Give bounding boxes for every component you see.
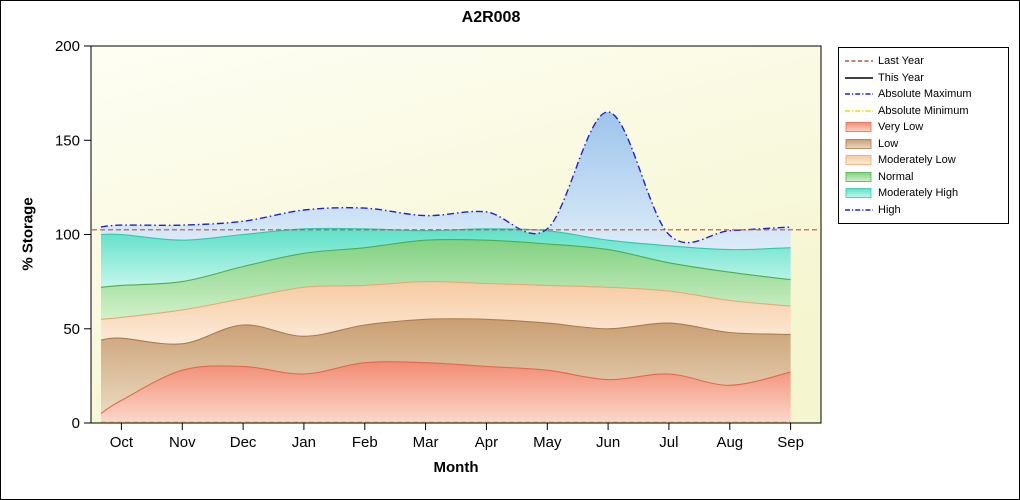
legend-item-label: High <box>878 203 901 216</box>
legend-item-normal: Normal <box>844 170 1003 184</box>
legend-item-this-year: This Year <box>844 71 1003 85</box>
legend-line-icon <box>845 109 873 112</box>
legend-line-icon <box>845 208 873 211</box>
y-tick-label: 0 <box>72 415 80 432</box>
legend-item-label: Moderately High <box>878 187 959 199</box>
legend-item-label: Moderately Low <box>878 154 956 166</box>
legend-item-moderately-high: Moderately High <box>844 186 1003 200</box>
x-tick-label: Dec <box>230 434 257 451</box>
x-tick-label: Apr <box>475 434 498 451</box>
legend-item-label: Normal <box>878 170 914 183</box>
band-line-very-low <box>100 361 791 415</box>
plot-border <box>90 45 822 424</box>
band-very-low <box>101 361 791 423</box>
legend-item-last-year: Last Year <box>844 54 1003 68</box>
x-tick-label: Jun <box>596 434 620 451</box>
legend-swatch-icon <box>845 155 872 165</box>
y-tick-label: 150 <box>55 132 80 149</box>
x-tick-label: Sep <box>777 434 804 451</box>
band-moderately-high <box>101 228 791 288</box>
y-tick-label: 100 <box>55 227 80 244</box>
legend-item-label: Very Low <box>878 121 924 133</box>
legend-line-icon <box>845 93 873 95</box>
x-tick-label: Jul <box>659 434 678 451</box>
band-high <box>101 111 791 250</box>
legend-swatch-icon <box>845 138 872 149</box>
band-low <box>101 318 791 414</box>
legend-item-very-low: Very Low <box>844 120 1003 134</box>
legend: Last Year This Year Absolute Maximum Absolu… <box>838 47 1009 224</box>
x-tick-label: Jan <box>292 434 316 451</box>
x-tick-label: May <box>533 434 562 451</box>
legend-item-label: This Year <box>878 71 924 84</box>
y-tick-label: 200 <box>55 38 80 55</box>
legend-item-label: Absolute Maximum <box>878 88 972 100</box>
legend-line-icon <box>845 60 873 62</box>
legend-item-absolute-maximum: Absolute Maximum <box>844 87 1003 101</box>
legend-item-label: Last Year <box>878 55 924 67</box>
legend-item-low: Low <box>844 137 1003 151</box>
legend-swatch-icon <box>845 188 872 198</box>
x-tick-label: Aug <box>716 434 743 451</box>
legend-item-absolute-minimum: Absolute Minimum <box>844 104 1003 118</box>
band-line-low <box>100 318 791 345</box>
x-tick-label: Nov <box>169 434 196 451</box>
legend-item-label: Low <box>878 137 899 150</box>
x-tick-label: Feb <box>352 434 378 451</box>
legend-swatch-icon <box>845 171 872 182</box>
y-axis-label: % Storage <box>19 197 37 271</box>
x-axis-label: Month <box>433 459 479 476</box>
y-tick-label: 50 <box>63 321 80 338</box>
legend-swatch-icon <box>845 122 872 132</box>
x-tick-label: Mar <box>413 434 439 451</box>
legend-item-high: High <box>844 203 1003 217</box>
band-line-high <box>100 111 791 244</box>
legend-line-icon <box>845 76 873 79</box>
band-line-moderately-high <box>100 227 791 251</box>
chart-title: A2R008 <box>461 9 521 26</box>
band-line-moderately-low <box>100 281 791 320</box>
band-moderately-low <box>101 281 791 345</box>
band-line-normal <box>100 238 791 288</box>
legend-item-label: Absolute Minimum <box>878 104 969 117</box>
legend-item-moderately-low: Moderately Low <box>844 153 1003 167</box>
x-tick-label: Oct <box>110 434 134 451</box>
